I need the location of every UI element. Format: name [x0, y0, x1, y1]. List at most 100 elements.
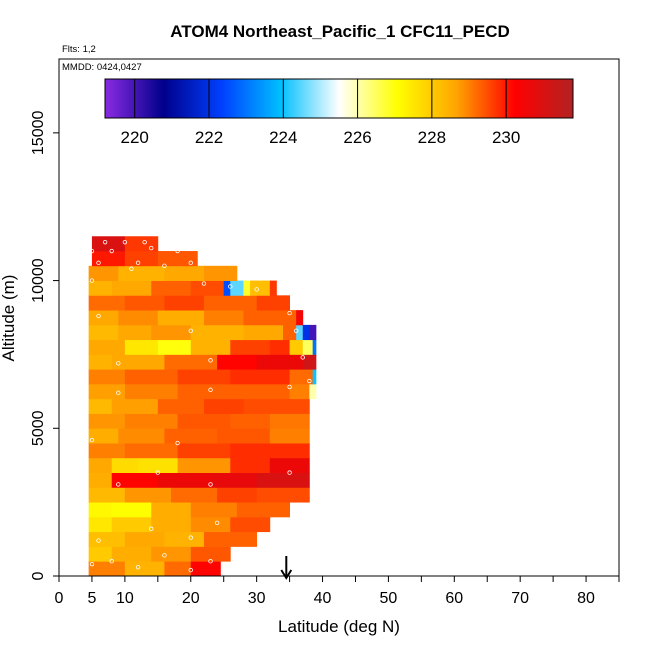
heatmap-cell	[190, 324, 244, 341]
heatmap-cell	[223, 280, 231, 296]
heatmap-cell	[217, 354, 258, 370]
heatmap-cell	[88, 472, 113, 488]
heatmap-cell	[269, 280, 277, 296]
heatmap-cell	[138, 457, 178, 473]
heatmap-cell	[124, 236, 159, 252]
heatmap-cell	[111, 546, 152, 562]
observation-point	[109, 248, 114, 254]
heatmap-cell	[111, 398, 159, 414]
heatmap-cell	[164, 428, 218, 444]
observation-point	[287, 384, 292, 390]
observation-point	[162, 263, 167, 268]
heatmap-cell	[269, 428, 310, 444]
heatmap-cell	[164, 531, 205, 547]
observation-point	[287, 310, 292, 316]
heatmap-cell	[88, 546, 113, 562]
heatmap-cell	[124, 339, 159, 355]
observation-point	[89, 437, 95, 443]
heatmap-cell	[88, 502, 113, 518]
observation-point	[116, 390, 121, 396]
heatmap-cell	[203, 295, 258, 311]
heatmap-cell	[88, 443, 126, 459]
y-tick-label: 15000	[30, 111, 47, 156]
observation-point	[300, 355, 305, 360]
observation-point	[208, 559, 213, 564]
heatmap-cell	[190, 280, 225, 296]
heatmap-cell	[88, 369, 126, 385]
heatmap-cell	[312, 339, 317, 355]
heatmap-cell	[230, 280, 244, 296]
heatmap-cell	[190, 516, 231, 533]
heatmap-cell	[283, 324, 297, 341]
heatmap-cell	[164, 265, 205, 281]
heatmap-cell	[250, 280, 271, 296]
heatmap-cell	[236, 502, 290, 518]
heatmap-cell	[190, 502, 238, 518]
observation-point	[293, 328, 299, 333]
heatmap-cell	[164, 354, 218, 370]
y-tick-label: 10000	[30, 258, 47, 303]
heatmap-cell	[269, 413, 310, 429]
heatmap-cell	[177, 413, 231, 429]
heatmap-cell	[124, 561, 165, 577]
y-tick-label: 0	[30, 571, 47, 580]
heatmap-cell	[256, 295, 290, 311]
heatmap-cell	[88, 428, 119, 444]
x-tick-label: 50	[380, 590, 398, 607]
heatmap-cell	[124, 251, 159, 267]
observation-point	[201, 281, 207, 286]
observation-point	[188, 535, 193, 540]
observation-point	[116, 361, 121, 366]
heatmap-cell	[230, 516, 271, 533]
heatmap-cell	[203, 310, 244, 326]
heatmap-cell	[111, 280, 152, 296]
heatmap-cell	[269, 339, 290, 355]
heatmap-cell	[124, 413, 178, 429]
x-tick-label: 30	[248, 590, 266, 607]
observation-point	[214, 520, 220, 526]
heatmap-cell	[243, 324, 284, 341]
heatmap-cell	[302, 324, 310, 341]
heatmap-cell	[88, 457, 113, 473]
x-tick-label: 40	[314, 590, 332, 607]
observation-point	[89, 561, 95, 567]
x-tick-label: 0	[55, 590, 64, 607]
observation-point	[122, 239, 128, 245]
observation-point	[188, 567, 193, 573]
colorbar-gradient	[104, 78, 574, 119]
heatmap-cell	[177, 369, 231, 385]
heatmap-cell	[151, 280, 192, 296]
heatmap-cell	[124, 487, 172, 503]
heatmap-cell	[289, 383, 310, 400]
heatmap-cell	[256, 354, 304, 370]
observation-point	[162, 553, 167, 558]
heatmap-cell	[88, 354, 113, 370]
heatmap-cell	[111, 457, 139, 473]
heatmap-cell	[171, 487, 218, 503]
observation-point	[96, 538, 101, 543]
heatmap-cell	[88, 398, 113, 414]
observation-point	[116, 482, 121, 487]
observation-point	[287, 470, 292, 475]
heatmap-cell	[177, 443, 231, 459]
colorbar-tick-label: 224	[269, 128, 297, 147]
x-tick-label: 20	[182, 590, 200, 607]
x-axis-label: Latitude (deg N)	[278, 617, 400, 636]
heatmap-cell	[177, 383, 231, 400]
heatmap-cell	[302, 339, 314, 355]
heatmap-cell	[111, 502, 152, 518]
observation-point	[102, 239, 108, 245]
heatmap-cell	[157, 251, 198, 267]
heatmap-cell	[230, 369, 290, 385]
observation-point	[89, 278, 95, 283]
heatmap-cell	[164, 295, 205, 311]
heatmap-cell	[88, 383, 126, 400]
heatmap-cell	[289, 369, 314, 385]
heatmap-cell	[302, 354, 317, 370]
heatmap-cell	[230, 383, 290, 400]
heatmap-cell	[88, 280, 113, 296]
observation-point	[96, 260, 101, 266]
x-tick-label: 60	[445, 590, 463, 607]
date-note: MMDD: 0424,0427	[62, 62, 142, 73]
heatmap-cell	[151, 324, 192, 341]
